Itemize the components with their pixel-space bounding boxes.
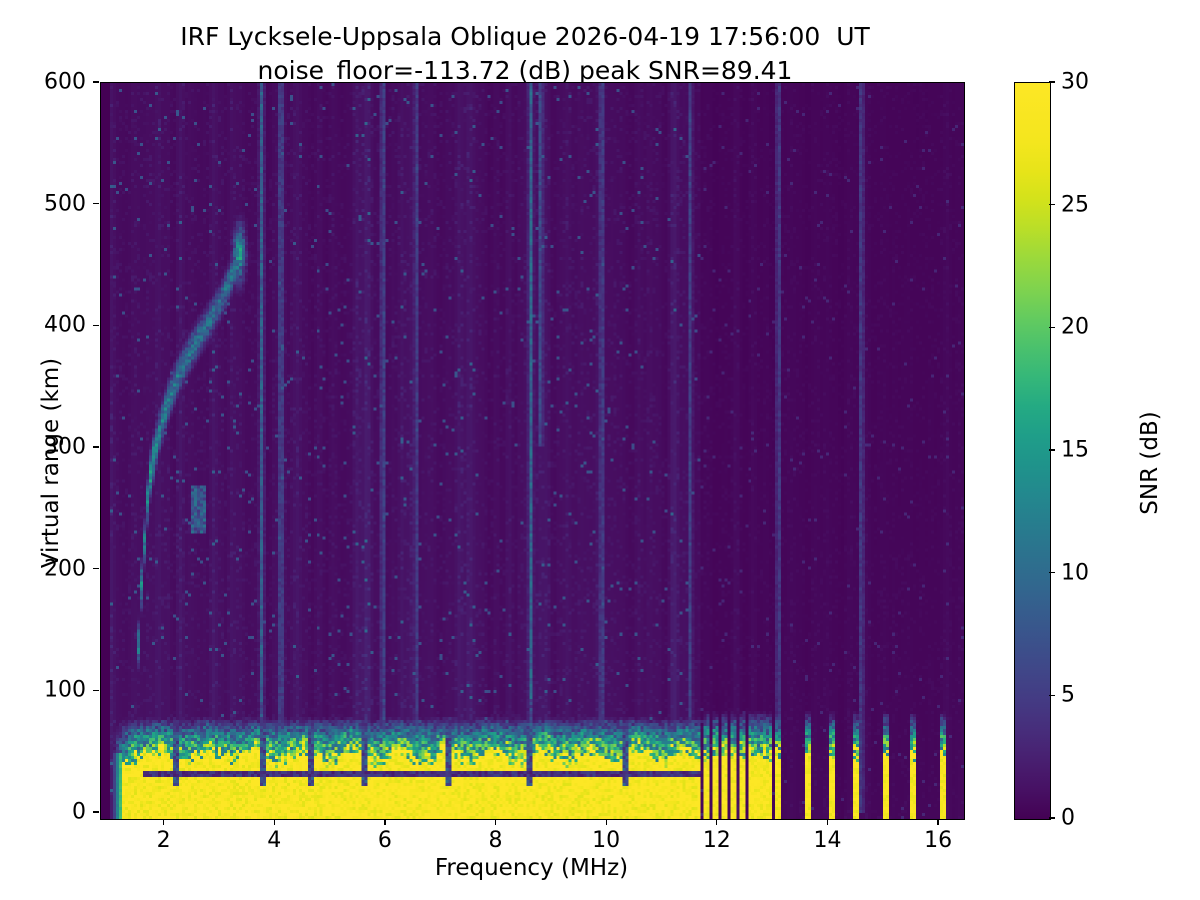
colorbar — [1014, 82, 1051, 820]
x-tick-4 — [273, 819, 275, 826]
ionogram-heatmap — [101, 83, 964, 819]
cb-tick-25 — [1049, 204, 1055, 206]
y-tick-300 — [92, 446, 99, 448]
x-tick-label-8: 8 — [488, 828, 503, 853]
x-tick-label-4: 4 — [267, 828, 282, 853]
y-tick-label-600: 600 — [44, 69, 86, 95]
x-tick-label-14: 14 — [813, 828, 842, 853]
x-tick-label-16: 16 — [924, 828, 953, 853]
x-axis-label: Frequency (MHz) — [434, 855, 629, 881]
x-tick-16 — [937, 819, 939, 826]
cb-tick-30 — [1049, 81, 1055, 83]
x-tick-label-10: 10 — [592, 828, 621, 853]
y-tick-400 — [92, 324, 99, 326]
x-tick-label-12: 12 — [702, 828, 731, 853]
y-tick-0 — [92, 811, 99, 813]
ionogram-plot-area[interactable] — [100, 82, 965, 820]
y-tick-200 — [92, 567, 99, 570]
cb-tick-10 — [1049, 572, 1055, 574]
cb-tick-label-10: 10 — [1061, 560, 1089, 586]
title-line-2: noise_floor=-113.72 (dB) peak SNR=89.41 — [257, 56, 793, 85]
y-tick-label-200: 200 — [44, 556, 86, 582]
y-tick-label-0: 0 — [72, 799, 86, 825]
cb-tick-label-15: 15 — [1061, 437, 1089, 463]
cb-tick-5 — [1049, 694, 1055, 696]
y-axis-label: Virtual range (km) — [38, 357, 64, 569]
cb-tick-label-30: 30 — [1061, 69, 1089, 95]
x-tick-12 — [716, 819, 718, 826]
colorbar-label: SNR (dB) — [1137, 411, 1163, 515]
x-tick-14 — [826, 819, 829, 826]
y-tick-label-500: 500 — [44, 191, 86, 217]
y-tick-label-300: 300 — [44, 434, 86, 460]
cb-tick-label-20: 20 — [1061, 314, 1089, 340]
title-line-1: IRF Lycksele-Uppsala Oblique 2026-04-19 … — [180, 22, 870, 51]
x-tick-8 — [494, 819, 497, 826]
x-tick-label-2: 2 — [156, 828, 171, 853]
x-tick-10 — [605, 819, 607, 826]
page-title: IRF Lycksele-Uppsala Oblique 2026-04-19 … — [0, 20, 1050, 88]
x-tick-label-6: 6 — [377, 828, 392, 853]
x-tick-2 — [162, 819, 165, 826]
y-tick-600 — [92, 81, 99, 83]
y-tick-100 — [92, 689, 99, 691]
y-tick-label-100: 100 — [44, 677, 86, 703]
cb-tick-20 — [1049, 326, 1055, 328]
y-tick-label-400: 400 — [44, 312, 86, 338]
cb-tick-label-0: 0 — [1061, 805, 1075, 831]
y-tick-500 — [92, 203, 99, 205]
cb-tick-label-5: 5 — [1061, 682, 1075, 708]
cb-tick-label-25: 25 — [1061, 192, 1089, 218]
x-tick-6 — [384, 819, 386, 826]
cb-tick-0 — [1049, 817, 1055, 819]
cb-tick-15 — [1049, 449, 1055, 451]
